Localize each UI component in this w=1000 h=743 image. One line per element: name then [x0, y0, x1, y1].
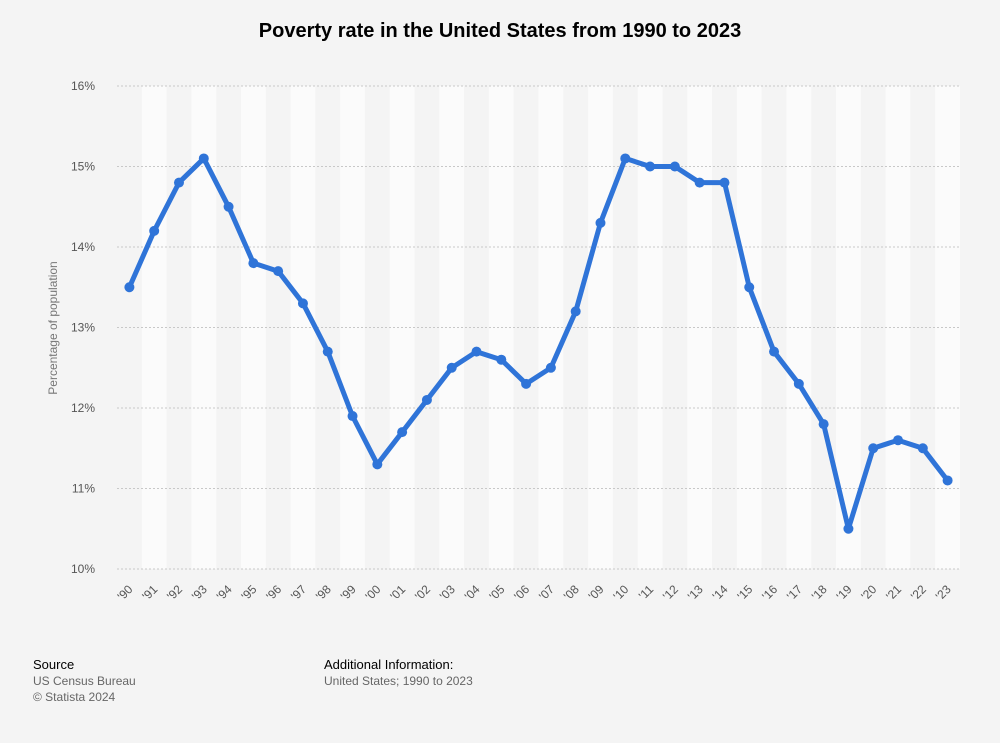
data-point[interactable] — [645, 161, 656, 172]
data-point[interactable] — [446, 362, 457, 373]
data-point[interactable] — [347, 411, 358, 422]
column-band — [340, 86, 365, 569]
column-band — [935, 86, 960, 569]
x-tick-label: '95 — [239, 582, 260, 603]
y-tick-label: 13% — [71, 321, 95, 335]
data-point[interactable] — [149, 225, 160, 236]
x-tick-label: '91 — [139, 582, 160, 603]
x-tick-label: '11 — [636, 582, 657, 603]
data-point[interactable] — [868, 443, 879, 454]
x-tick-label: '22 — [908, 582, 929, 603]
x-tick-label: '05 — [486, 582, 507, 603]
data-point[interactable] — [273, 266, 284, 277]
data-point[interactable] — [917, 443, 928, 454]
column-band — [588, 86, 613, 569]
data-point[interactable] — [198, 153, 209, 164]
x-tick-label: '20 — [858, 582, 879, 603]
x-tick-label: '09 — [586, 582, 607, 603]
y-axis-label: Percentage of population — [46, 261, 60, 394]
x-tick-label: '08 — [561, 582, 582, 603]
y-tick-label: 12% — [71, 401, 95, 415]
source-heading: Source — [33, 657, 75, 672]
x-tick-label: '04 — [462, 582, 483, 603]
y-axis-ticks: 10% 11% 12% 13% 14% 15% 16% — [71, 79, 95, 576]
data-point[interactable] — [942, 475, 953, 486]
x-tick-label: '12 — [660, 582, 681, 603]
x-tick-label: '13 — [685, 582, 706, 603]
data-point[interactable] — [744, 282, 755, 293]
data-point[interactable] — [173, 177, 184, 188]
line-chart: 10% 11% 12% 13% 14% 15% 16% '90'91'92'93'94'95… — [46, 79, 960, 603]
data-point[interactable] — [521, 378, 532, 389]
x-tick-label: '07 — [536, 582, 557, 603]
x-tick-label: '92 — [164, 582, 185, 603]
data-point[interactable] — [397, 427, 408, 438]
y-tick-label: 14% — [71, 240, 95, 254]
x-tick-label: '19 — [834, 582, 855, 603]
x-tick-label: '01 — [387, 582, 408, 603]
series-line — [126, 155, 951, 532]
x-tick-label: '15 — [734, 582, 755, 603]
y-tick-label: 11% — [72, 482, 95, 496]
data-point[interactable] — [694, 177, 705, 188]
info-text: United States; 1990 to 2023 — [324, 674, 473, 688]
chart-title: Poverty rate in the United States from 1… — [258, 20, 742, 42]
data-point[interactable] — [545, 362, 556, 373]
x-tick-label: '17 — [784, 582, 805, 603]
data-point[interactable] — [471, 346, 482, 357]
data-point[interactable] — [595, 217, 606, 228]
x-tick-label: '10 — [610, 582, 631, 603]
data-point[interactable] — [496, 354, 507, 365]
column-band — [687, 86, 713, 569]
x-tick-label: '03 — [437, 582, 458, 603]
data-point[interactable] — [223, 201, 234, 212]
footer-source: Source US Census Bureau © Statista 2024 — [33, 657, 136, 705]
data-point[interactable] — [843, 523, 854, 534]
data-point[interactable] — [322, 346, 333, 357]
data-point[interactable] — [421, 394, 432, 405]
x-axis-ticks: '90'91'92'93'94'95'96'97'98'99'00'01'02 '… — [115, 582, 954, 603]
x-tick-label: '00 — [363, 582, 384, 603]
y-tick-label: 16% — [71, 79, 95, 93]
x-tick-label: '23 — [933, 582, 954, 603]
x-tick-label: '90 — [115, 582, 136, 603]
x-tick-label: '97 — [288, 582, 309, 603]
data-point[interactable] — [248, 258, 259, 269]
data-point[interactable] — [297, 298, 308, 309]
y-tick-label: 15% — [71, 160, 95, 174]
gridlines — [117, 85, 960, 570]
series-group — [124, 153, 953, 534]
data-point[interactable] — [570, 306, 581, 317]
footer-additional-info: Additional Information: United States; 1… — [324, 657, 473, 689]
data-point[interactable] — [719, 177, 730, 188]
data-point[interactable] — [893, 435, 904, 446]
x-tick-label: '14 — [710, 582, 731, 603]
x-tick-label: '93 — [189, 582, 210, 603]
data-point[interactable] — [769, 346, 780, 357]
data-point[interactable] — [669, 161, 680, 172]
column-band — [439, 86, 465, 569]
x-tick-label: '98 — [313, 582, 334, 603]
x-tick-label: '94 — [214, 582, 235, 603]
source-text: US Census Bureau — [33, 674, 136, 688]
x-tick-label: '96 — [263, 582, 284, 603]
x-tick-label: '21 — [883, 582, 904, 603]
x-tick-label: '18 — [809, 582, 830, 603]
data-point[interactable] — [793, 378, 804, 389]
x-tick-label: '02 — [412, 582, 433, 603]
copyright-text: © Statista 2024 — [33, 690, 116, 704]
x-tick-label: '06 — [511, 582, 532, 603]
info-heading: Additional Information: — [324, 657, 454, 672]
data-point[interactable] — [124, 282, 135, 293]
data-point[interactable] — [620, 153, 631, 164]
x-tick-label: '16 — [759, 582, 780, 603]
data-point[interactable] — [372, 459, 383, 470]
y-tick-label: 10% — [71, 562, 95, 576]
data-point[interactable] — [818, 419, 829, 430]
x-tick-label: '99 — [338, 582, 359, 603]
